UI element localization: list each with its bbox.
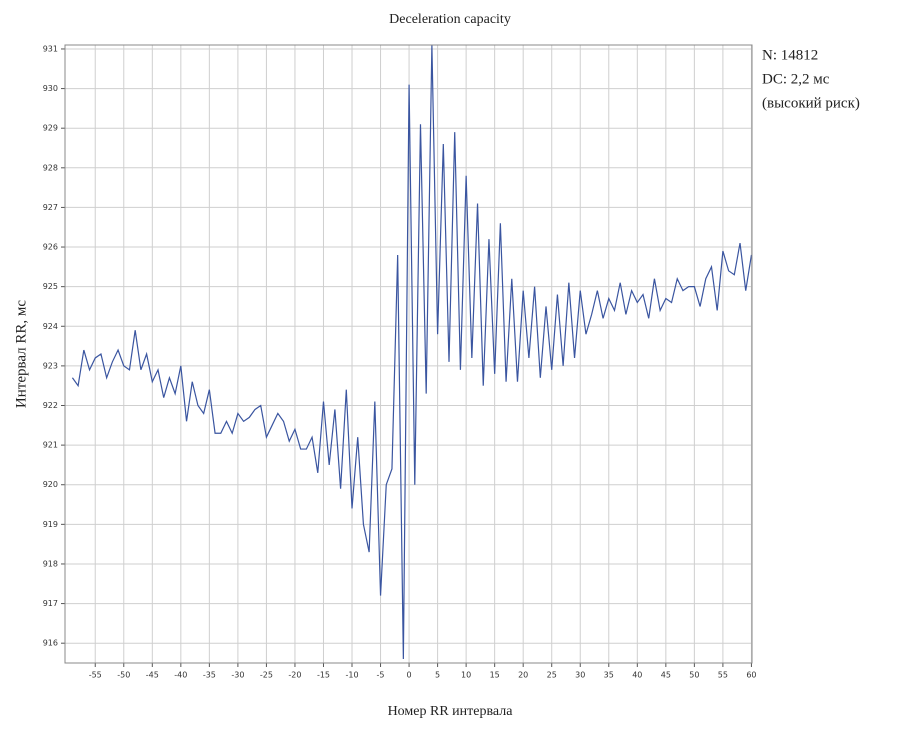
x-tick-label: -10: [345, 671, 358, 680]
x-tick-label: -25: [260, 671, 273, 680]
x-tick-label: -5: [377, 671, 385, 680]
x-tick-label: 60: [746, 671, 756, 680]
y-tick-label: 927: [43, 203, 58, 212]
y-tick-label: 928: [43, 163, 58, 172]
x-tick-label: 20: [518, 671, 528, 680]
x-tick-label: 5: [435, 671, 440, 680]
y-tick-label: 922: [43, 401, 58, 410]
x-tick-label: -40: [174, 671, 187, 680]
annotation: N: 14812: [762, 47, 818, 63]
y-tick-label: 924: [43, 322, 58, 331]
x-tick-label: 55: [718, 671, 728, 680]
y-tick-label: 918: [43, 559, 58, 568]
x-tick-label: -50: [117, 671, 130, 680]
chart-title: Deceleration capacity: [389, 12, 511, 27]
y-tick-label: 921: [43, 441, 58, 450]
x-tick-label: 10: [461, 671, 471, 680]
y-tick-label: 919: [43, 520, 58, 529]
plot-border: [64, 44, 753, 664]
y-tick-label: 926: [43, 243, 58, 252]
y-tick-label: 923: [43, 361, 58, 370]
annotation: (высокий риск): [762, 95, 860, 111]
x-tick-label: 40: [632, 671, 642, 680]
x-tick-label: -55: [89, 671, 102, 680]
y-tick-label: 917: [43, 599, 58, 608]
x-tick-label: 45: [661, 671, 671, 680]
y-tick-label: 930: [43, 84, 58, 93]
x-tick-label: -20: [288, 671, 301, 680]
y-tick-label: 916: [43, 639, 58, 648]
x-tick-label: 30: [575, 671, 585, 680]
y-tick-label: 931: [43, 44, 58, 53]
x-tick-label: 15: [490, 671, 500, 680]
x-axis-label: Номер RR интервала: [388, 704, 514, 719]
y-axis-label: Интервал RR, мс: [13, 300, 29, 408]
annotation: DC: 2,2 мс: [762, 71, 830, 87]
y-tick-label: 925: [43, 282, 58, 291]
y-tick-label: 920: [43, 480, 58, 489]
data-line: [71, 44, 753, 660]
x-tick-label: 35: [604, 671, 614, 680]
x-tick-label: -35: [203, 671, 216, 680]
x-tick-label: -45: [146, 671, 159, 680]
x-tick-label: 0: [407, 671, 412, 680]
x-tick-label: -15: [317, 671, 330, 680]
x-tick-label: 50: [689, 671, 699, 680]
x-tick-label: -30: [231, 671, 244, 680]
y-tick-label: 929: [43, 124, 58, 133]
x-tick-label: 25: [547, 671, 557, 680]
